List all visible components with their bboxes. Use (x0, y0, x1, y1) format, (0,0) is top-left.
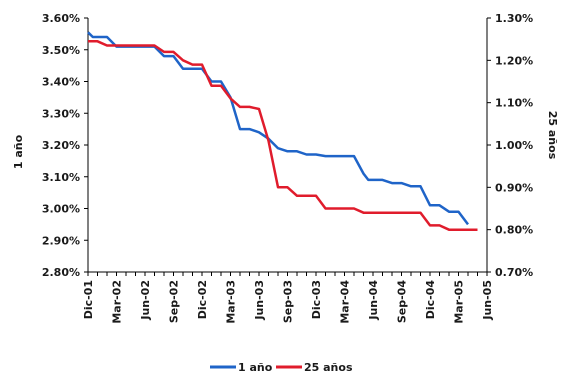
x-tick-label: Jun-02 (139, 280, 152, 321)
y-right-tick-label: 1.30% (495, 12, 533, 25)
series-lines (87, 31, 478, 231)
x-tick-label: Mar-04 (339, 280, 352, 324)
series-line-1-ano (87, 31, 470, 226)
x-tick-label: Jun-05 (481, 280, 494, 321)
y-left-tick-label: 2.80% (42, 266, 80, 279)
y-right-tick-label: 0.80% (495, 224, 533, 237)
y-left-tick-label: 3.30% (42, 107, 80, 120)
legend-label-25-anos: 25 años (304, 361, 353, 374)
y-left-tick-label: 3.10% (42, 171, 80, 184)
x-axis-ticks: Dic-01 Mar-02 Jun-02 Sep-02 Dic-02 Mar-03 Jun-… (82, 272, 494, 324)
y-right-tick-label: 0.90% (495, 181, 533, 194)
x-tick-label: Dic-01 (82, 280, 95, 319)
x-tick-label: Jun-04 (367, 280, 380, 321)
x-tick-label: Mar-05 (453, 280, 466, 324)
y-right-axis-ticks: 1.30% 1.20% 1.10% 1.00% 0.90% 0.80% 0.70% (487, 12, 533, 279)
x-tick-label: Dic-03 (310, 280, 323, 319)
x-tick-label: Mar-02 (111, 280, 124, 324)
legend: 1 año 25 años (210, 361, 353, 374)
x-tick-label: Dic-04 (424, 280, 437, 320)
x-tick-label: Dic-02 (196, 280, 209, 319)
x-tick-label: Sep-03 (282, 280, 295, 323)
y-left-axis-ticks: 3.60% 3.50% 3.40% 3.30% 3.20% 3.10% 3.00% 2.90%… (42, 12, 88, 279)
y-right-tick-label: 1.00% (495, 139, 533, 152)
y-right-tick-label: 1.10% (495, 97, 533, 110)
y-right-axis-title: 25 años (546, 111, 559, 160)
y-left-tick-label: 3.00% (42, 203, 80, 216)
y-right-tick-label: 0.70% (495, 266, 533, 279)
y-left-tick-label: 3.60% (42, 12, 80, 25)
y-left-tick-label: 3.50% (42, 44, 80, 57)
y-left-tick-label: 3.40% (42, 76, 80, 89)
axes (87, 18, 488, 273)
y-right-tick-label: 1.20% (495, 54, 533, 67)
x-tick-label: Sep-04 (396, 280, 409, 323)
x-tick-label: Mar-03 (225, 280, 238, 324)
y-left-tick-label: 2.90% (42, 234, 80, 247)
series-line-25-anos (88, 40, 478, 231)
y-left-axis-title: 1 año (12, 134, 25, 169)
x-tick-label: Jun-03 (253, 280, 266, 321)
legend-label-1-ano: 1 año (238, 361, 273, 374)
x-tick-label: Sep-02 (168, 280, 181, 323)
y-left-tick-label: 3.20% (42, 139, 80, 152)
